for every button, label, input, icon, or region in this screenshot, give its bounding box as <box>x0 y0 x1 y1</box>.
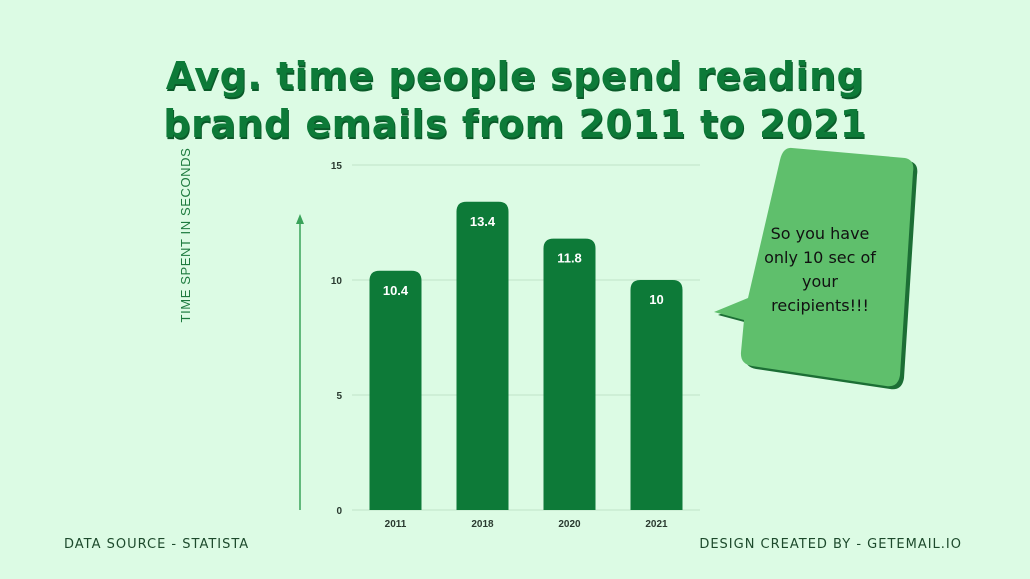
y-tick-label: 15 <box>331 161 343 172</box>
y-axis-arrow <box>296 214 304 510</box>
x-tick-label: 2020 <box>558 519 581 530</box>
y-axis-label: TIME SPENT IN SECONDS <box>178 147 193 323</box>
x-tick-label: 2018 <box>471 519 494 530</box>
data-label: 11.8 <box>557 251 582 266</box>
x-tick-label: 2021 <box>645 519 668 530</box>
x-tick-label: 2011 <box>385 519 407 530</box>
y-tick-label: 10 <box>331 276 343 287</box>
bar-2021 <box>630 280 683 510</box>
x-axis-ticks: 2011 2018 2020 2021 <box>385 519 668 530</box>
speech-bubble <box>714 147 918 390</box>
title-line-2: brand emails from 2011 to 2021 <box>163 102 867 146</box>
bar-2011 <box>369 270 422 510</box>
bar-2020 <box>543 238 596 510</box>
y-tick-label: 0 <box>336 506 342 517</box>
callout-text: So you have only 10 sec of your recipien… <box>764 224 876 315</box>
data-label: 10 <box>649 292 663 307</box>
title-line-1: Avg. time people spend reading <box>165 54 865 98</box>
data-source-credit: DATA SOURCE - STATISTA <box>64 537 250 552</box>
data-label: 13.4 <box>470 214 496 229</box>
chart-title: Avg. time people spend reading brand ema… <box>150 52 880 148</box>
data-label: 10.4 <box>383 283 409 298</box>
design-credit: DESIGN CREATED BY - GETEMAIL.IO <box>699 537 962 552</box>
bar-2018 <box>456 201 509 511</box>
bars <box>369 201 683 511</box>
y-axis-ticks: 0 5 10 15 <box>331 161 343 517</box>
data-labels: 10.4 13.4 11.8 10 <box>383 214 664 307</box>
y-tick-label: 5 <box>336 391 342 402</box>
